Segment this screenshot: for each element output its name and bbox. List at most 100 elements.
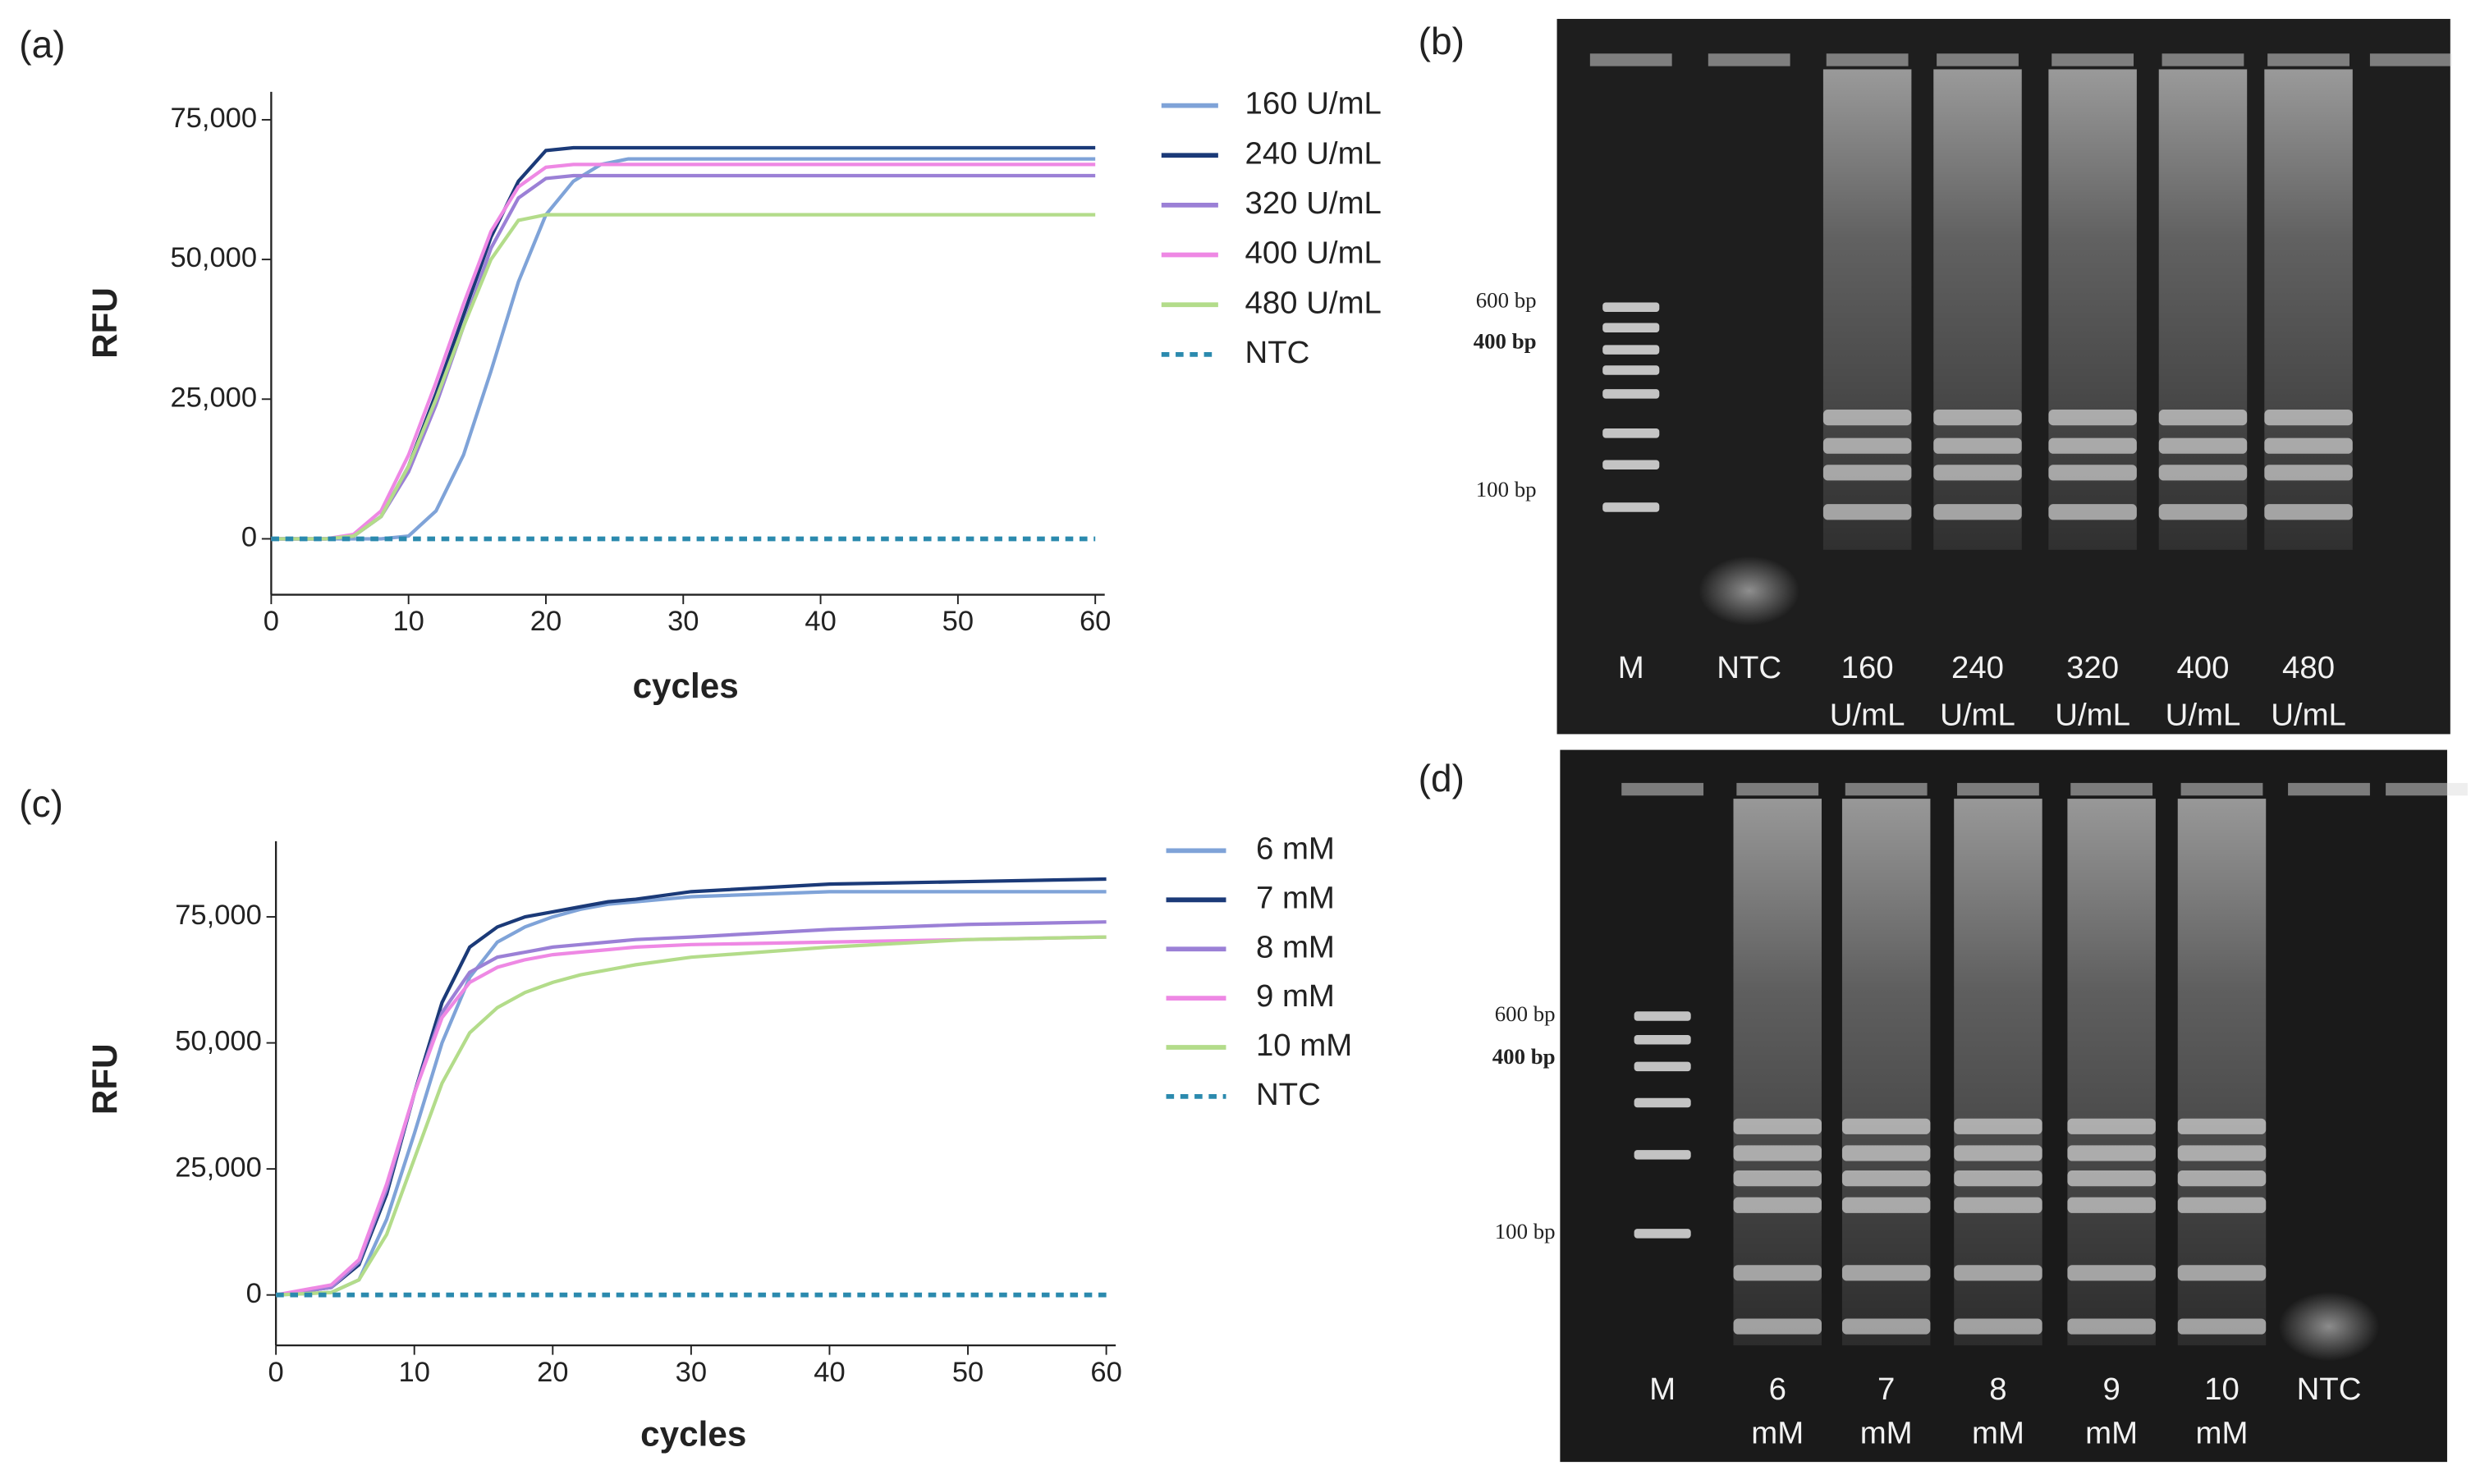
gel-band <box>1933 504 2022 520</box>
y-tick-label: 75,000 <box>175 900 262 931</box>
gel-band <box>1822 465 1912 481</box>
lane-label: 9 <box>2102 1372 2120 1407</box>
y-tick-label: 75,000 <box>170 103 257 134</box>
lane-label: M <box>1618 650 1644 685</box>
gel-well <box>2052 53 2134 66</box>
series-line <box>271 213 1096 541</box>
gel-band <box>2177 1170 2267 1187</box>
y-tick-label: 25,000 <box>170 382 257 413</box>
ladder-band <box>1602 345 1660 355</box>
lane-label: 6 <box>1769 1372 1786 1407</box>
lane-label: mM <box>1972 1416 2024 1451</box>
ladder-band <box>1634 1150 1691 1160</box>
gel-band <box>2048 465 2137 481</box>
marker-label: 100 bp <box>1476 477 1537 502</box>
x-tick-label: 30 <box>676 1357 707 1388</box>
gel-band <box>1954 1318 2042 1335</box>
x-tick-label: 50 <box>952 1357 983 1388</box>
gel-band <box>2048 410 2137 426</box>
gel-band <box>2177 1318 2267 1335</box>
gel-band <box>2177 1265 2267 1281</box>
series-line <box>275 877 1107 1297</box>
gel-band <box>1954 1197 2042 1213</box>
ntc-blob <box>1699 556 1800 625</box>
lane-label: U/mL <box>2271 697 2346 732</box>
gel-band <box>1733 1318 1822 1335</box>
gel-band <box>1841 1197 1931 1213</box>
lane-label: mM <box>2085 1416 2138 1451</box>
ladder-band <box>1602 428 1660 438</box>
legend-label: NTC <box>1256 1077 1321 1112</box>
legend-label: 480 U/mL <box>1245 285 1382 320</box>
x-tick-label: 40 <box>805 606 836 637</box>
gel-band <box>2264 410 2353 426</box>
lane-label: mM <box>1860 1416 1913 1451</box>
ladder-band <box>1634 1097 1691 1108</box>
x-tick-label: 60 <box>1090 1357 1121 1388</box>
x-tick-label: 10 <box>392 606 424 637</box>
gel-band <box>2158 437 2248 454</box>
marker-label: 600 bp <box>1495 1001 1556 1026</box>
gel-well <box>2180 782 2263 796</box>
gel-well <box>1621 782 1704 796</box>
gel-band <box>1954 1265 2042 1281</box>
gel-band <box>2158 504 2248 520</box>
series-line <box>275 935 1107 1297</box>
x-axis-title: cycles <box>633 666 739 705</box>
lane-label: 240 <box>1951 650 2004 685</box>
gel-well <box>2267 53 2350 66</box>
gel-band <box>2067 1318 2156 1335</box>
gel-band <box>1822 437 1912 454</box>
gel-band <box>1841 1170 1931 1187</box>
ladder-band <box>1602 502 1660 512</box>
gel-well <box>1845 782 1928 796</box>
gel-band <box>2264 465 2353 481</box>
lane-label: NTC <box>2297 1372 2362 1407</box>
legend-label: 10 mM <box>1256 1028 1352 1063</box>
y-axis-title: RFU <box>85 287 124 359</box>
gel-band <box>1733 1118 1822 1134</box>
ladder-band <box>1634 1061 1691 1072</box>
y-tick-label: 50,000 <box>175 1026 262 1057</box>
marker-label: 100 bp <box>1495 1219 1556 1244</box>
y-tick-label: 50,000 <box>170 242 257 273</box>
lane-label: U/mL <box>2055 697 2130 732</box>
gel-band <box>2067 1197 2156 1213</box>
gel-well <box>1589 53 1672 66</box>
gel-band <box>1733 1197 1822 1213</box>
gel-band <box>2177 1145 2267 1161</box>
ladder-band <box>1602 302 1660 313</box>
lane-label: 480 <box>2282 650 2335 685</box>
lane-label: 7 <box>1877 1372 1895 1407</box>
legend-label: 160 U/mL <box>1245 86 1382 121</box>
gel-band <box>2177 1197 2267 1213</box>
gel-band <box>1841 1145 1931 1161</box>
lane-label: 320 <box>2066 650 2119 685</box>
gel-well <box>2070 782 2153 796</box>
lane-label: U/mL <box>1830 697 1905 732</box>
x-tick-label: 60 <box>1080 606 1111 637</box>
lane-label: mM <box>2196 1416 2249 1451</box>
gel-band <box>1841 1318 1931 1335</box>
gel-band <box>1954 1170 2042 1187</box>
panel-label: (c) <box>19 782 63 825</box>
gel-well <box>2288 782 2370 796</box>
legend-label: 8 mM <box>1256 929 1335 964</box>
gel-band <box>1733 1265 1822 1281</box>
x-tick-label: 30 <box>667 606 699 637</box>
lane-label: 10 <box>2204 1372 2239 1407</box>
gel-band <box>1841 1265 1931 1281</box>
panel-label: (b) <box>1419 20 1465 62</box>
gel-smear <box>2067 799 2156 1346</box>
marker-label: 600 bp <box>1476 288 1537 313</box>
gel-well <box>2369 53 2452 66</box>
x-tick-label: 0 <box>264 606 279 637</box>
ladder-band <box>1634 1011 1691 1021</box>
gel-smear <box>2177 799 2267 1346</box>
y-tick-label: 25,000 <box>175 1152 262 1183</box>
x-tick-label: 20 <box>530 606 562 637</box>
ladder-band <box>1634 1034 1691 1045</box>
gel-band <box>2264 437 2353 454</box>
gel-smear <box>1954 799 2042 1346</box>
